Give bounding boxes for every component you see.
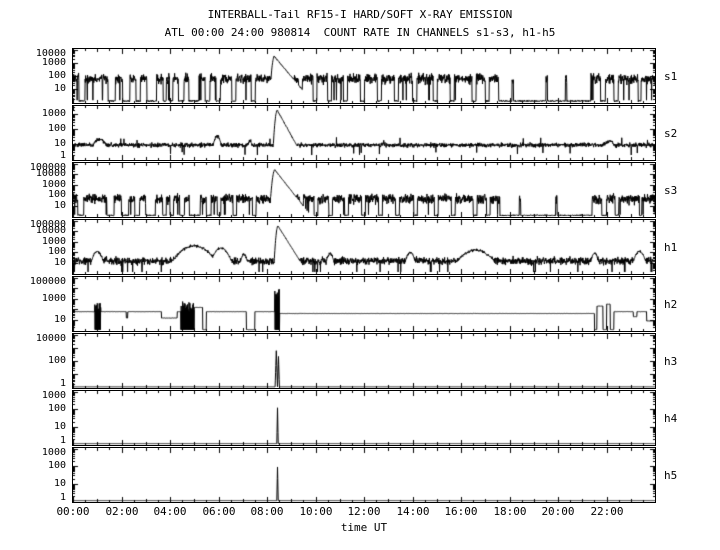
panel-canvas-h4 [73, 391, 655, 445]
x-tick-label: 00:00 [56, 505, 90, 518]
x-tick-label: 04:00 [153, 505, 187, 518]
panel-h2 [72, 276, 656, 332]
y-tick-label: 10000 [35, 333, 66, 344]
y-tick-label: 10 [53, 478, 66, 489]
panel-h4 [72, 390, 656, 446]
y-tick-label: 1000 [41, 179, 66, 190]
y-tick-label: 10 [53, 257, 66, 268]
panel-canvas-h5 [73, 448, 655, 502]
x-tick-label: 08:00 [250, 505, 284, 518]
y-tick-label: 10000 [35, 168, 66, 179]
y-tick-label: 100000 [29, 162, 66, 173]
x-tick-label: 10:00 [299, 505, 333, 518]
panel-h1 [72, 219, 656, 275]
panel-canvas-s1 [73, 49, 655, 103]
y-tick-label: 1 [59, 435, 66, 446]
y-tick-label: 10000 [35, 225, 66, 236]
x-tick-label: 22:00 [590, 505, 624, 518]
panel-canvas-s2 [73, 106, 655, 160]
y-tick-label: 100 [47, 403, 66, 414]
x-axis-label: time UT [340, 521, 388, 534]
panel-h5 [72, 447, 656, 503]
y-tick-label: 100000 [29, 219, 66, 230]
channel-label-h4: h4 [664, 412, 678, 425]
y-tick-label: 10 [53, 138, 66, 149]
x-tick-label: 06:00 [202, 505, 236, 518]
y-tick-label: 100 [47, 189, 66, 200]
channel-label-s1: s1 [664, 70, 678, 83]
y-tick-label: 100 [47, 460, 66, 471]
panel-h3 [72, 333, 656, 389]
y-tick-label: 1 [59, 378, 66, 389]
x-tick-label: 12:00 [347, 505, 381, 518]
y-tick-label: 10 [53, 200, 66, 211]
channel-label-s2: s2 [664, 127, 678, 140]
panel-canvas-s3 [73, 163, 655, 217]
x-tick-label: 02:00 [105, 505, 139, 518]
panel-s2 [72, 105, 656, 161]
y-tick-label: 1000 [41, 57, 66, 68]
y-tick-label: 1000 [41, 108, 66, 119]
y-tick-label: 100 [47, 355, 66, 366]
y-tick-label: 1000 [41, 236, 66, 247]
y-tick-label: 1 [59, 150, 66, 161]
y-tick-label: 1000 [41, 390, 66, 401]
y-tick-label: 100000 [29, 276, 66, 287]
y-tick-label: 10 [53, 421, 66, 432]
y-tick-label: 1 [59, 492, 66, 503]
channel-label-h5: h5 [664, 469, 678, 482]
y-tick-label: 10000 [35, 48, 66, 59]
x-tick-label: 14:00 [396, 505, 430, 518]
x-tick-label: 18:00 [493, 505, 527, 518]
channel-label-h1: h1 [664, 241, 678, 254]
channel-label-s3: s3 [664, 184, 678, 197]
y-tick-label: 10 [53, 83, 66, 94]
y-tick-label: 10 [53, 314, 66, 325]
x-tick-label: 16:00 [444, 505, 478, 518]
panel-canvas-h1 [73, 220, 655, 274]
panel-s1 [72, 48, 656, 104]
channel-label-h2: h2 [664, 298, 678, 311]
panel-canvas-h2 [73, 277, 655, 331]
y-tick-label: 1000 [41, 293, 66, 304]
y-tick-label: 100 [47, 246, 66, 257]
y-tick-label: 100 [47, 123, 66, 134]
plot-title: INTERBALL-Tail RF15-I HARD/SOFT X-RAY EM… [207, 8, 513, 21]
panel-canvas-h3 [73, 334, 655, 388]
panel-s3 [72, 162, 656, 218]
x-tick-label: 20:00 [541, 505, 575, 518]
plot-subtitle: ATL 00:00 24:00 980814 COUNT RATE IN CHA… [164, 26, 556, 39]
y-tick-label: 100 [47, 70, 66, 81]
y-tick-label: 1000 [41, 447, 66, 458]
channel-label-h3: h3 [664, 355, 678, 368]
